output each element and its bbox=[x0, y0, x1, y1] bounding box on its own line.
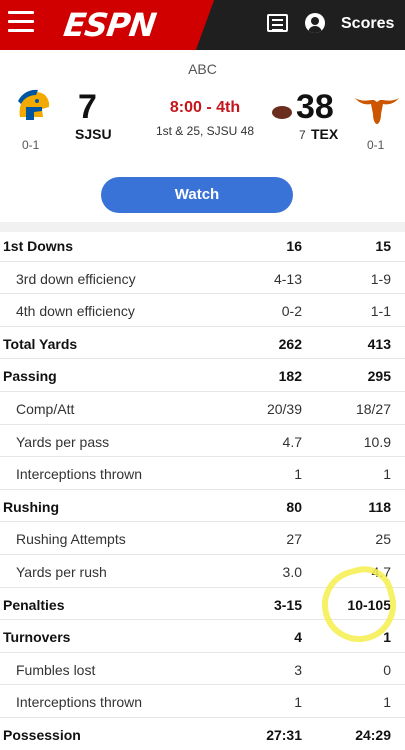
stat-row: Comp/Att 20/39 18/27 bbox=[0, 392, 405, 425]
stat-row: Interceptions thrown 1 1 bbox=[0, 457, 405, 490]
stat-row: 3rd down efficiency 4-13 1-9 bbox=[0, 262, 405, 295]
stat-row: Fumbles lost 3 0 bbox=[0, 653, 405, 686]
stat-label: Rushing bbox=[3, 498, 59, 515]
stat-label: Yards per pass bbox=[16, 433, 110, 450]
stat-label: Penalties bbox=[3, 596, 65, 613]
stat-label: Yards per rush bbox=[16, 563, 107, 580]
stat-away-value: 80 bbox=[286, 498, 302, 515]
stat-away-value: 4.7 bbox=[282, 433, 302, 450]
stat-label: Fumbles lost bbox=[16, 661, 96, 678]
stat-label: Comp/Att bbox=[16, 400, 75, 417]
team-stats-table: 1st Downs 16 15 3rd down efficiency 4-13 1-9 4… bbox=[0, 229, 405, 750]
stat-label: Interceptions thrown bbox=[16, 694, 143, 711]
home-team-abbr[interactable]: TEX bbox=[311, 126, 339, 142]
stat-label: Total Yards bbox=[3, 335, 78, 352]
football-possession-icon bbox=[272, 106, 292, 119]
stat-away-value: 27:31 bbox=[266, 726, 302, 743]
stat-row: Yards per rush 3.0 4.7 bbox=[0, 555, 405, 588]
stat-home-value: 1-9 bbox=[370, 270, 391, 287]
stat-row: Penalties 3-15 10-105 bbox=[0, 588, 405, 621]
stat-row: Total Yards 262 413 bbox=[0, 327, 405, 360]
stat-away-value: 3-15 bbox=[273, 596, 302, 613]
stat-label: 1st Downs bbox=[3, 238, 74, 254]
stat-away-value: 20/39 bbox=[266, 400, 302, 417]
stat-home-value: 118 bbox=[368, 498, 391, 515]
away-team-record: 0-1 bbox=[22, 138, 40, 152]
user-account-icon[interactable] bbox=[305, 13, 325, 33]
hamburger-menu-icon[interactable] bbox=[8, 11, 34, 37]
stat-label: Rushing Attempts bbox=[16, 531, 126, 548]
stat-row: 4th down efficiency 0-2 1-1 bbox=[0, 294, 405, 327]
home-team-record: 0-1 bbox=[367, 138, 385, 152]
stat-home-value: 413 bbox=[367, 335, 391, 352]
watch-button[interactable]: Watch bbox=[101, 177, 293, 213]
stat-away-value: 3 bbox=[294, 661, 302, 678]
away-score: 7 bbox=[78, 88, 97, 126]
espn-logo[interactable]: ESPN bbox=[61, 6, 158, 44]
stat-home-value: 10.9 bbox=[363, 433, 391, 450]
stat-home-value: 0 bbox=[383, 661, 391, 678]
stat-away-value: 182 bbox=[278, 368, 302, 385]
down-and-distance: 1st & 25, SJSU 48 bbox=[155, 124, 255, 138]
stat-row: Yards per pass 4.7 10.9 bbox=[0, 425, 405, 458]
stat-home-value: 24:29 bbox=[355, 726, 391, 743]
top-nav-bar: ESPN Scores bbox=[0, 0, 405, 50]
stat-away-value: 3.0 bbox=[282, 563, 302, 580]
stat-row: Passing 182 295 bbox=[0, 359, 405, 392]
away-team-abbr[interactable]: SJSU bbox=[75, 126, 112, 142]
stat-row: Rushing 80 118 bbox=[0, 490, 405, 523]
stat-away-value: 16 bbox=[286, 238, 302, 254]
stat-home-value: 18/27 bbox=[355, 400, 391, 417]
stat-away-value: 4 bbox=[294, 629, 302, 646]
stat-home-value: 1 bbox=[383, 629, 391, 646]
section-divider bbox=[0, 222, 405, 232]
stat-label: Passing bbox=[3, 368, 57, 385]
stat-label: 4th down efficiency bbox=[16, 303, 135, 320]
scores-link[interactable]: Scores bbox=[341, 15, 395, 32]
stat-home-value: 10-105 bbox=[347, 596, 391, 613]
stat-label: Possession bbox=[3, 726, 81, 743]
stat-away-value: 4-13 bbox=[273, 270, 302, 287]
stat-away-value: 1 bbox=[294, 694, 302, 711]
stat-home-value: 25 bbox=[375, 531, 391, 548]
broadcast-network: ABC bbox=[188, 61, 217, 77]
stat-home-value: 15 bbox=[375, 238, 391, 254]
stat-row: 1st Downs 16 15 bbox=[0, 229, 405, 262]
stat-away-value: 262 bbox=[278, 335, 302, 352]
spartan-helmet-logo[interactable] bbox=[12, 87, 54, 129]
stat-label: Interceptions thrown bbox=[16, 466, 143, 483]
stat-row: Turnovers 4 1 bbox=[0, 620, 405, 653]
stat-label: 3rd down efficiency bbox=[16, 270, 136, 287]
stat-row: Interceptions thrown 1 1 bbox=[0, 685, 405, 718]
stat-home-value: 295 bbox=[367, 368, 391, 385]
stat-away-value: 27 bbox=[286, 531, 302, 548]
game-clock: 8:00 - 4th bbox=[169, 99, 241, 116]
stat-row: Possession 27:31 24:29 bbox=[0, 718, 405, 750]
stat-home-value: 1 bbox=[383, 694, 391, 711]
stat-label: Turnovers bbox=[3, 629, 71, 646]
stat-away-value: 0-2 bbox=[281, 303, 302, 320]
tv-guide-icon[interactable] bbox=[267, 14, 288, 32]
home-score: 38 bbox=[296, 88, 334, 126]
stat-home-value: 1-1 bbox=[370, 303, 391, 320]
stat-row: Rushing Attempts 27 25 bbox=[0, 522, 405, 555]
home-timeouts: 7 bbox=[299, 128, 306, 142]
stat-home-value: 4.7 bbox=[371, 563, 391, 580]
stat-home-value: 1 bbox=[383, 466, 391, 483]
stat-away-value: 1 bbox=[294, 466, 302, 483]
longhorn-logo[interactable] bbox=[354, 92, 400, 126]
